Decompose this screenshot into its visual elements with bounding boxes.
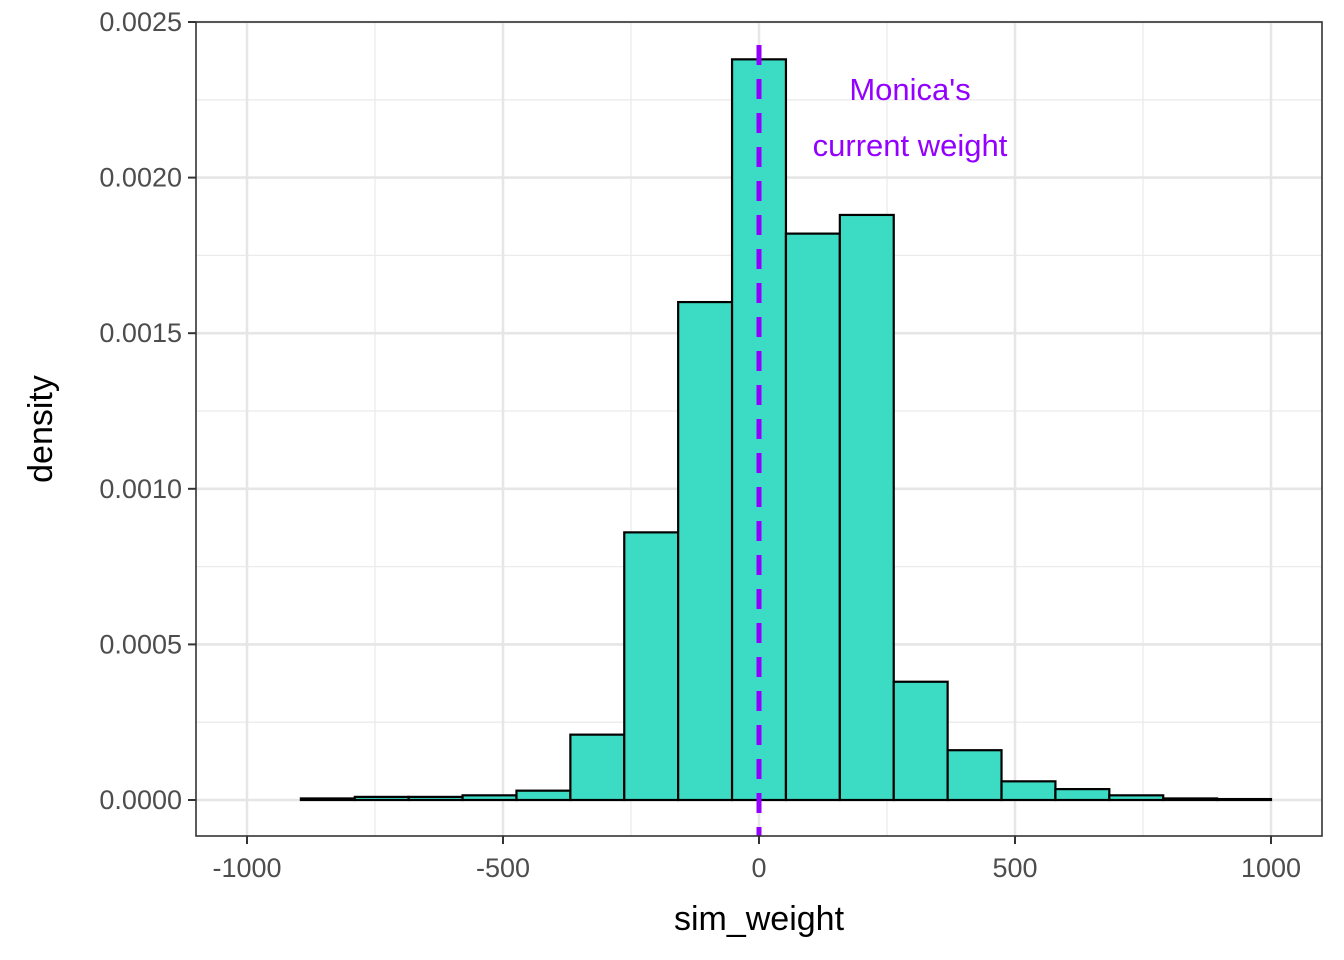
histogram-bar — [569, 733, 626, 802]
histogram-bar — [677, 300, 734, 802]
y-tick-label: 0.0000 — [99, 785, 182, 815]
histogram-bar — [1054, 788, 1111, 802]
histogram-bar — [515, 789, 572, 802]
histogram-bar — [623, 531, 680, 802]
x-tick-label: -1000 — [212, 853, 281, 883]
x-tick-label: 0 — [751, 853, 766, 883]
histogram-bar — [299, 797, 356, 802]
y-tick-label: 0.0020 — [99, 163, 182, 193]
histogram-bar — [1216, 797, 1273, 802]
x-axis-title: sim_weight — [674, 900, 845, 938]
histogram-bar — [946, 749, 1003, 802]
histogram-bar — [892, 680, 949, 802]
histogram-bar — [353, 795, 410, 802]
histogram-bar — [1108, 794, 1165, 802]
y-tick-label: 0.0015 — [99, 318, 182, 348]
y-axis-title: density — [22, 375, 60, 483]
histogram-bar — [1162, 797, 1219, 802]
x-tick-label: -500 — [476, 853, 530, 883]
histogram-bar — [461, 794, 518, 802]
x-tick-label: 500 — [992, 853, 1037, 883]
y-tick-label: 0.0005 — [99, 629, 182, 659]
histogram-bar — [784, 232, 841, 802]
y-axis: 0.0000 0.0005 0.0010 0.0015 0.0020 0.0025 — [99, 7, 196, 815]
y-tick-label: 0.0025 — [99, 7, 182, 37]
annotation-group: Monica's current weight — [813, 72, 1008, 163]
histogram-bar — [838, 213, 895, 802]
x-tick-label: 1000 — [1241, 853, 1301, 883]
x-axis: -1000 -500 0 500 1000 — [212, 836, 1301, 883]
annotation-line: current weight — [813, 128, 1008, 163]
y-tick-label: 0.0010 — [99, 474, 182, 504]
histogram-bar — [1000, 780, 1057, 802]
histogram-bar — [407, 795, 464, 802]
annotation-line: Monica's — [849, 72, 970, 107]
